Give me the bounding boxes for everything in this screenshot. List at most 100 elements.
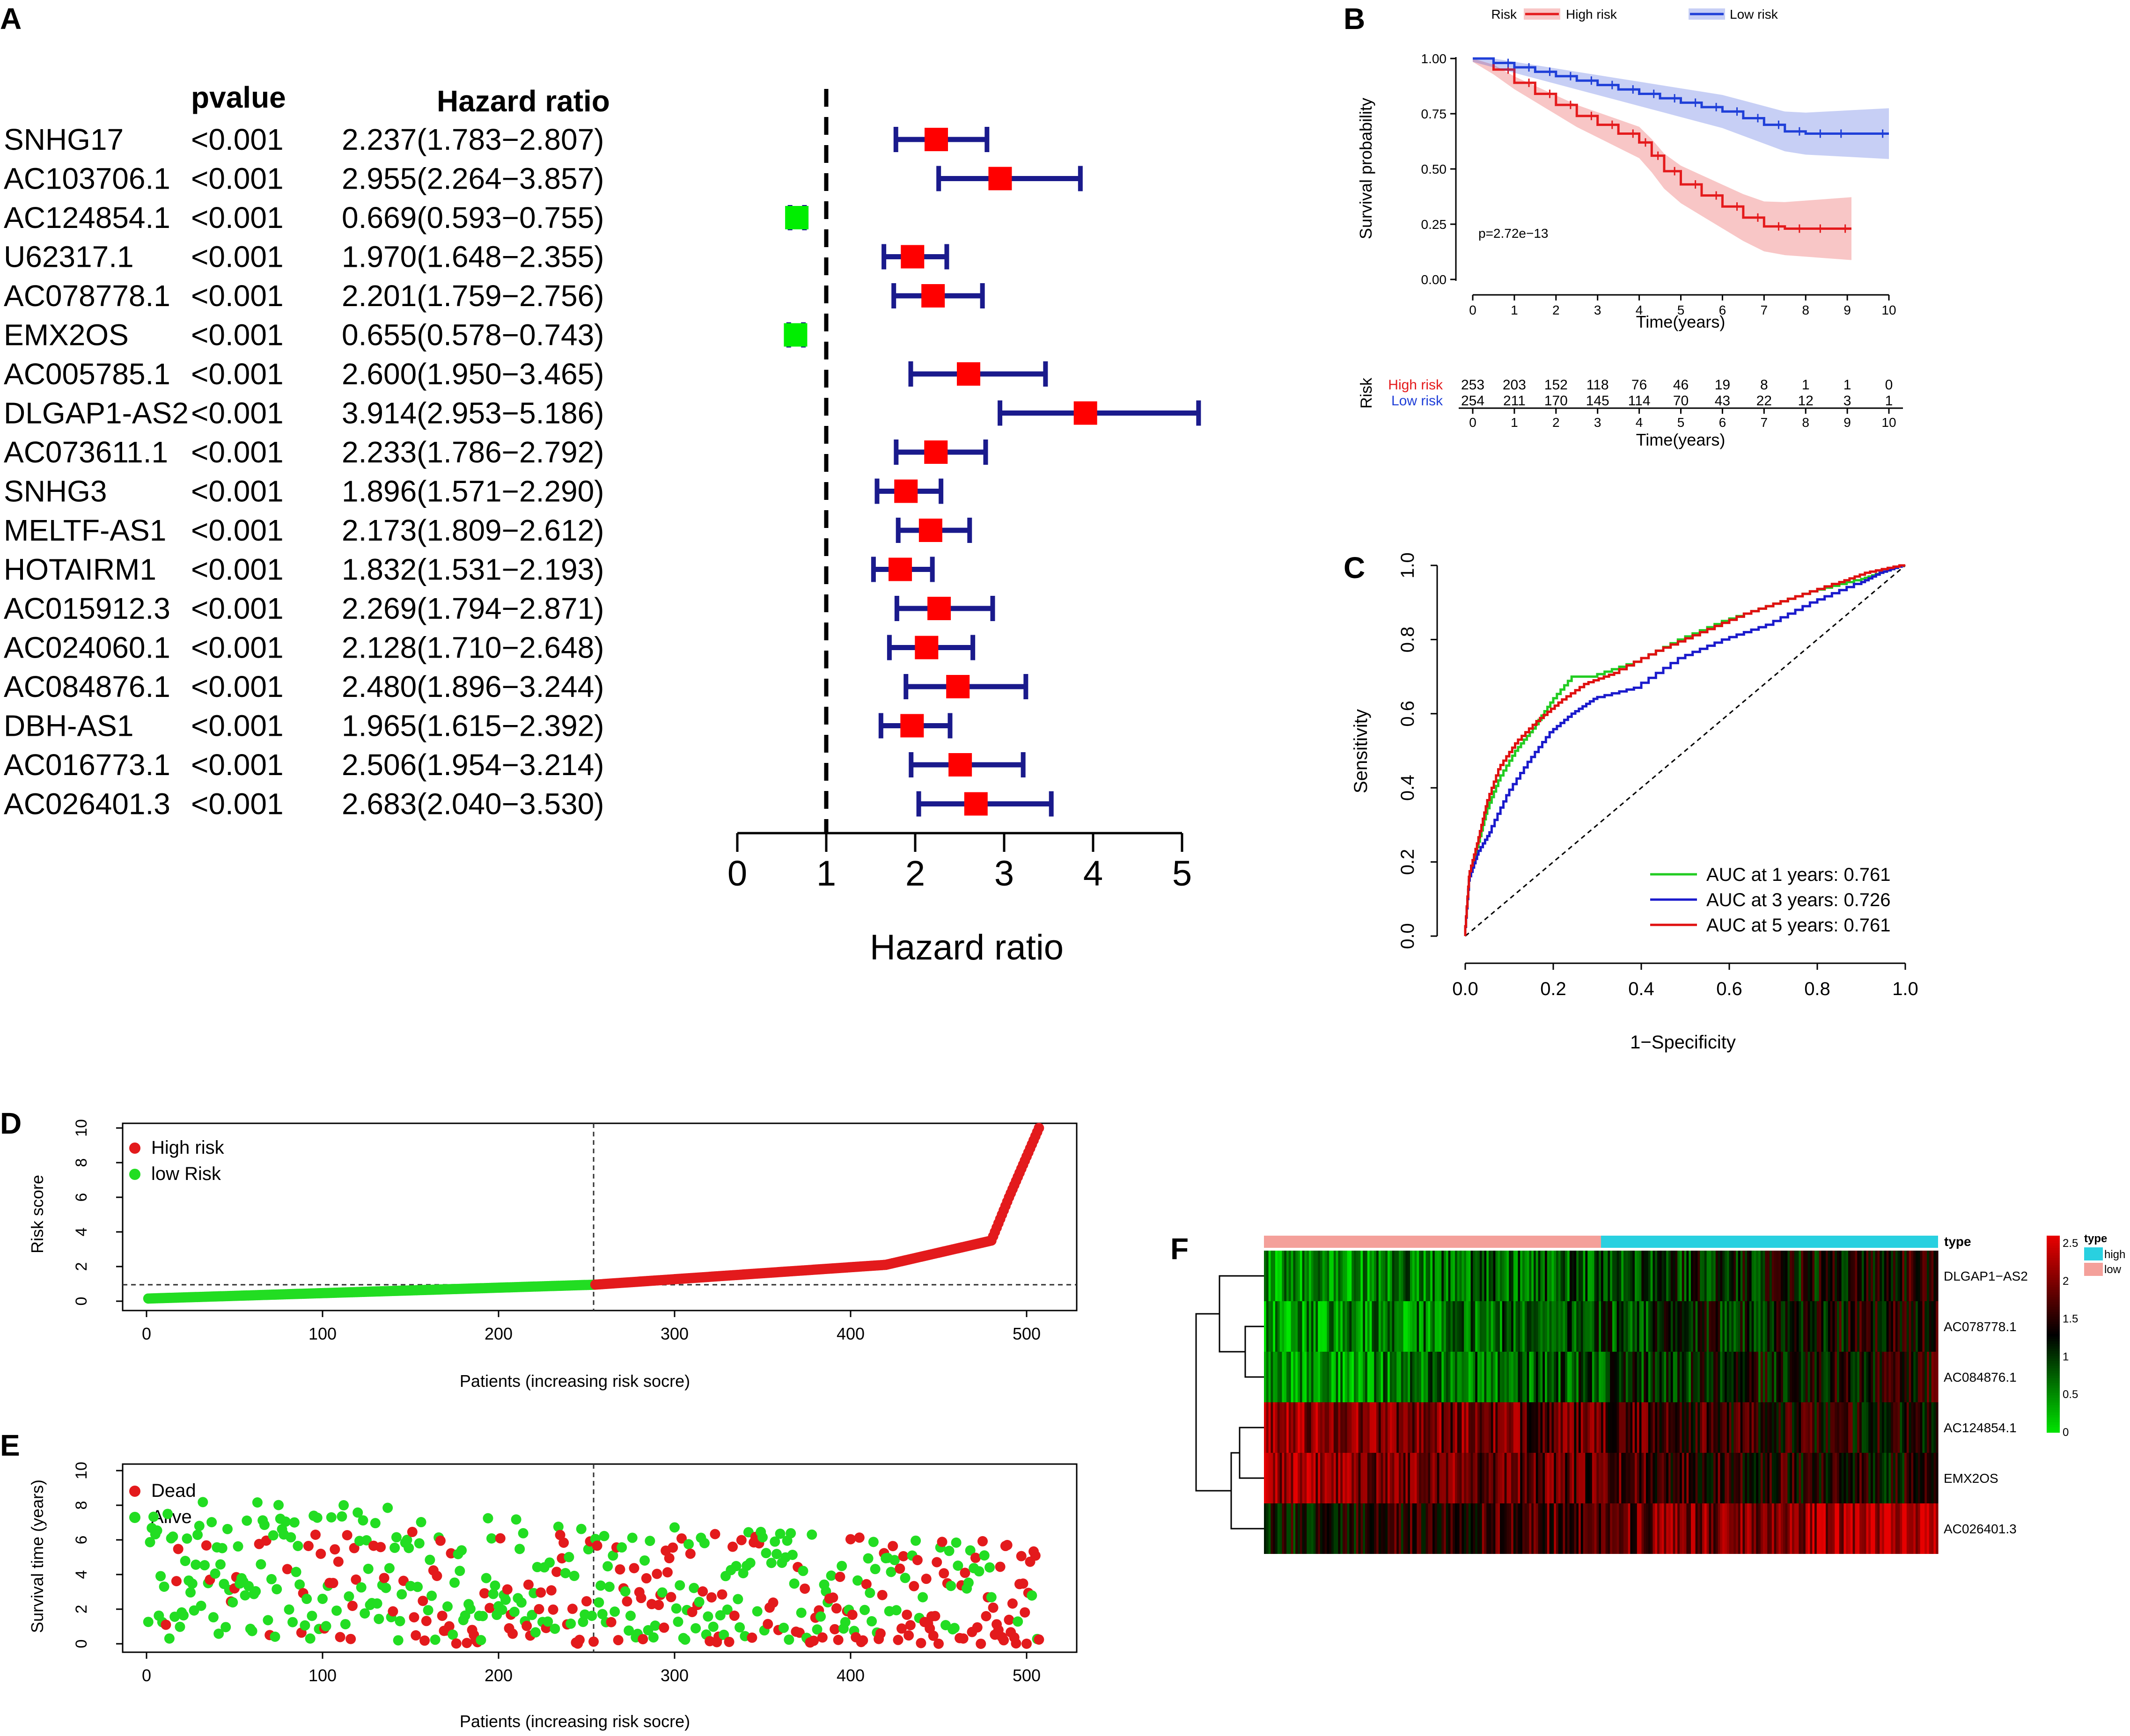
heatmap-cell	[1839, 1352, 1842, 1402]
heatmap-cell	[1535, 1352, 1539, 1402]
heatmap-cell	[1807, 1453, 1810, 1503]
surv-point	[404, 1543, 414, 1553]
km-xlabel: Time(years)	[1636, 312, 1726, 331]
heatmap-cell	[1697, 1301, 1700, 1352]
heatmap-cell	[1823, 1503, 1826, 1554]
heatmap-cell	[1569, 1301, 1572, 1352]
colorbar-segment	[2047, 1238, 2060, 1241]
heatmap-cell	[1506, 1402, 1509, 1453]
heatmap-cell	[1511, 1352, 1514, 1402]
heatmap-cell	[1909, 1503, 1911, 1554]
heatmap-cell	[1587, 1402, 1590, 1453]
heatmap-cell	[1632, 1251, 1635, 1301]
heatmap-cell	[1612, 1352, 1615, 1402]
heatmap-cell	[1765, 1402, 1768, 1453]
heatmap-cell	[1556, 1503, 1559, 1554]
heatmap-cell	[1731, 1453, 1734, 1503]
heatmap-cell	[1340, 1453, 1343, 1503]
heatmap-cell	[1376, 1402, 1379, 1453]
surv-point	[622, 1596, 632, 1607]
surv-point	[569, 1570, 580, 1581]
heatmap-cell	[1637, 1352, 1640, 1402]
heatmap-cell	[1738, 1503, 1741, 1554]
heatmap-cell	[1403, 1251, 1406, 1301]
surv-x-tick-label: 200	[485, 1666, 513, 1685]
surv-point	[381, 1582, 391, 1593]
surv-point	[615, 1564, 625, 1575]
heatmap-cell	[1693, 1503, 1696, 1554]
surv-point	[509, 1606, 520, 1617]
surv-point	[787, 1549, 798, 1560]
heatmap-cell	[1351, 1251, 1354, 1301]
surv-point	[416, 1517, 426, 1528]
heatmap-cell	[1861, 1301, 1865, 1352]
heatmap-cell	[1857, 1453, 1860, 1503]
colorbar-segment	[2047, 1309, 2060, 1312]
heatmap-cell	[1625, 1453, 1629, 1503]
heatmap-cell	[1336, 1301, 1338, 1352]
heatmap-cell	[1931, 1251, 1934, 1301]
heatmap-cell	[1763, 1251, 1765, 1301]
heatmap-cell	[1635, 1503, 1638, 1554]
heatmap-cell	[1412, 1402, 1415, 1453]
heatmap-cell	[1524, 1251, 1528, 1301]
heatmap-cell	[1374, 1453, 1377, 1503]
heatmap-cell	[1927, 1503, 1930, 1554]
heatmap-cell	[1372, 1352, 1374, 1402]
heatmap-cell	[1787, 1301, 1790, 1352]
surv-point	[553, 1521, 564, 1532]
heatmap-cell	[1358, 1251, 1361, 1301]
colorbar-segment	[2047, 1277, 2060, 1281]
heatmap-cell	[1367, 1402, 1370, 1453]
surv-point	[363, 1563, 374, 1574]
heatmap-cell	[1509, 1503, 1512, 1554]
heatmap-cell	[1924, 1251, 1927, 1301]
heatmap-cell	[1922, 1503, 1925, 1554]
hr-marker	[901, 245, 925, 269]
gene-pvalue: <0.001	[191, 709, 284, 743]
heatmap-cell	[1322, 1352, 1325, 1402]
heatmap-cell	[1612, 1402, 1615, 1453]
colorbar-segment	[2047, 1280, 2060, 1283]
heatmap-cell	[1493, 1402, 1496, 1453]
colorbar-segment	[2047, 1378, 2060, 1381]
heatmap-cell	[1509, 1301, 1512, 1352]
surv-point	[418, 1596, 428, 1606]
heatmap-cell	[1412, 1301, 1415, 1352]
heatmap-cell	[1470, 1402, 1473, 1453]
heatmap-cell	[1661, 1251, 1664, 1301]
heatmap-cell	[1873, 1251, 1876, 1301]
heatmap-cell	[1410, 1503, 1413, 1554]
heatmap-cell	[1450, 1402, 1453, 1453]
surv-frame	[122, 1463, 1078, 1653]
heatmap-cell	[1432, 1402, 1435, 1453]
heatmap-cell	[1823, 1352, 1826, 1402]
risk-y-tick-label: 2	[73, 1262, 90, 1271]
heatmap-cell	[1720, 1402, 1723, 1453]
heatmap-cell	[1621, 1352, 1624, 1402]
surv-point	[645, 1536, 655, 1546]
heatmap-cell	[1830, 1251, 1833, 1301]
heatmap-cell	[1855, 1402, 1858, 1453]
heatmap-cell	[1502, 1301, 1505, 1352]
heatmap-cell	[1540, 1301, 1543, 1352]
risk-score-plot: Patients (increasing risk socre) Risk sc…	[28, 1119, 1078, 1391]
heatmap-cell	[1621, 1453, 1624, 1503]
surv-point	[858, 1635, 868, 1646]
heatmap-cell	[1522, 1402, 1525, 1453]
heatmap-cell	[1439, 1453, 1442, 1503]
heatmap-cell	[1664, 1402, 1667, 1453]
heatmap-cell	[1343, 1251, 1345, 1301]
heatmap-cell	[1498, 1503, 1500, 1554]
heatmap-cell	[1661, 1453, 1664, 1503]
heatmap-cell	[1284, 1453, 1287, 1503]
heatmap-cell	[1439, 1352, 1442, 1402]
heatmap-cell	[1628, 1503, 1631, 1554]
heatmap-cell	[1473, 1402, 1476, 1453]
heatmap-cell	[1284, 1352, 1287, 1402]
heatmap-cell	[1554, 1352, 1557, 1402]
surv-point	[817, 1632, 828, 1643]
heatmap-cell	[1518, 1352, 1520, 1402]
heatmap-cell	[1421, 1251, 1424, 1301]
heatmap-cell	[1758, 1301, 1761, 1352]
